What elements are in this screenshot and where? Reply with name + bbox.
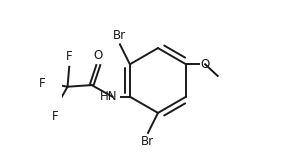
Text: O: O: [200, 58, 210, 71]
Text: Br: Br: [113, 29, 126, 42]
Text: F: F: [52, 110, 58, 123]
Text: F: F: [66, 50, 72, 63]
Text: HN: HN: [100, 90, 118, 103]
Text: F: F: [39, 77, 46, 90]
Text: O: O: [94, 49, 103, 62]
Text: Br: Br: [141, 135, 154, 148]
